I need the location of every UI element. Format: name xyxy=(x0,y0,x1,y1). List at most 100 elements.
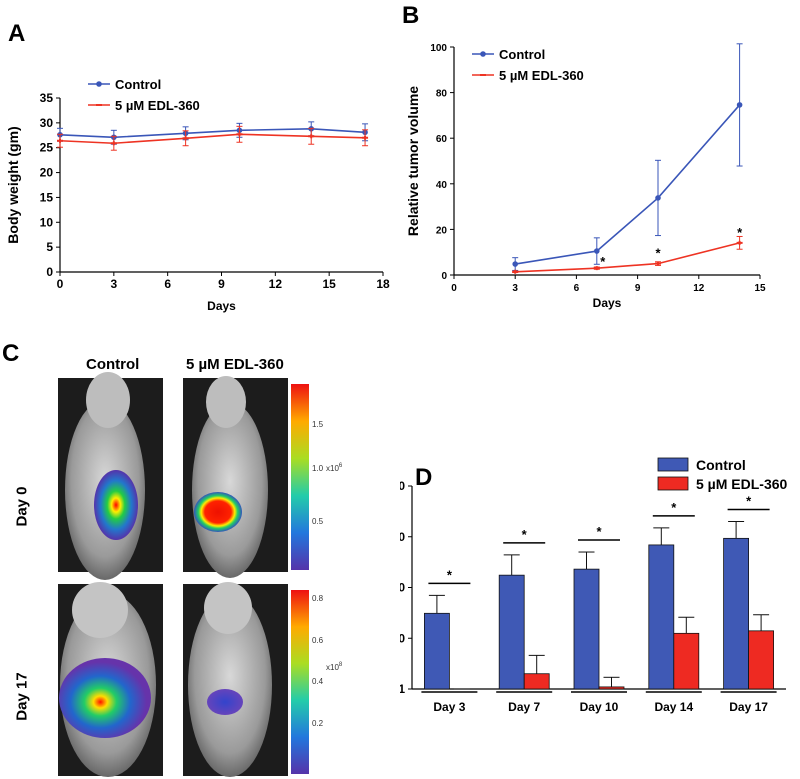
x-tick-label: Day 7 xyxy=(508,700,540,714)
cbar17-tick: 0.4 xyxy=(312,677,324,686)
y-tick-label: 1 xyxy=(400,682,405,696)
x-tick-label: 9 xyxy=(635,283,641,294)
significance-mark: * xyxy=(447,567,453,582)
x-tick-label: 6 xyxy=(164,277,171,291)
bar xyxy=(573,568,600,690)
x-tick-label: Day 17 xyxy=(729,700,768,714)
bar xyxy=(423,612,450,690)
significance-mark: * xyxy=(655,246,661,261)
signal-control-day17 xyxy=(59,658,151,738)
panel-label-b: B xyxy=(402,2,420,29)
series-line xyxy=(515,242,740,273)
x-axis-label: Days xyxy=(207,299,236,313)
y-tick-label: 10 xyxy=(400,631,405,645)
significance-mark: * xyxy=(596,524,602,539)
legend-swatch xyxy=(657,476,689,491)
bar xyxy=(723,537,750,690)
significance-mark: * xyxy=(522,527,528,542)
x-tick-label: 0 xyxy=(451,283,457,294)
y-tick-label: 100 xyxy=(430,43,447,54)
y-tick-label: 80 xyxy=(436,89,448,100)
bar xyxy=(598,686,625,690)
legend-swatch xyxy=(657,457,689,472)
cbar0-tick: 0.5 xyxy=(312,517,324,526)
y-tick-label: 25 xyxy=(40,141,54,155)
data-point xyxy=(593,266,600,271)
legend-label: 5 µM EDL-360 xyxy=(499,68,584,83)
cbar0-tick: 1.0 xyxy=(312,464,324,473)
cbar0-tick: 1.5 xyxy=(312,420,324,429)
y-tick-label: 100 xyxy=(400,581,405,595)
data-point xyxy=(655,261,661,266)
y-tick-label: 0 xyxy=(441,271,447,282)
y-tick-label: 5 xyxy=(46,240,53,254)
data-point xyxy=(308,134,315,139)
y-tick-label: 20 xyxy=(40,166,54,180)
y-tick-label: 0 xyxy=(46,265,53,279)
x-tick-label: Day 3 xyxy=(433,700,465,714)
data-point xyxy=(655,195,661,201)
panel-label-d: D xyxy=(415,464,433,491)
legend-label: Control xyxy=(115,77,161,92)
cbar0-multiplier: x106 xyxy=(326,463,343,473)
bar xyxy=(523,673,550,690)
data-point xyxy=(736,102,743,108)
significance-mark: * xyxy=(671,500,677,515)
chart-d-bioluminescence: 110100100010000Relative bioluminescence*… xyxy=(400,457,788,714)
legend-label: 5 µM EDL-360 xyxy=(115,98,200,113)
y-tick-label: 60 xyxy=(436,134,448,145)
y-axis-label: Body weight (gm) xyxy=(5,126,21,243)
bar xyxy=(673,632,700,690)
x-tick-label: Day 14 xyxy=(654,700,693,714)
significance-mark: * xyxy=(746,493,752,508)
y-axis-label: Relative tumor volume xyxy=(405,86,421,236)
y-tick-label: 30 xyxy=(40,116,54,130)
imaging-column-label-edl: 5 µM EDL-360 xyxy=(186,356,284,373)
bar xyxy=(498,574,525,690)
series-line xyxy=(515,104,741,265)
data-point xyxy=(57,138,63,143)
legend-label: Control xyxy=(499,47,545,62)
x-tick-label: 9 xyxy=(218,277,225,291)
x-tick-label: Day 10 xyxy=(580,700,619,714)
x-tick-label: 12 xyxy=(269,277,283,291)
bioluminescence-imaging-panel: Control 5 µM EDL-360 Day 0 Day 17 xyxy=(0,340,380,779)
mouse-images: 1.5 1.0 0.5 x106 0.8 0.6 0.4 0.2 x108 xyxy=(58,372,343,777)
x-tick-label: 0 xyxy=(57,277,64,291)
x-tick-label: 15 xyxy=(754,283,766,294)
chart-b-tumor-volume: 0 3 6 9 12 15 0 20 40 60 80 100 Days Relative tumor v… xyxy=(405,43,766,310)
series-line xyxy=(59,133,366,145)
x-tick-label: 3 xyxy=(512,283,518,294)
cbar17-multiplier: x108 xyxy=(326,662,343,672)
legend-marker xyxy=(96,81,102,87)
x-tick-label: 15 xyxy=(322,277,336,291)
cbar17-tick: 0.2 xyxy=(312,719,324,728)
legend-label: Control xyxy=(696,457,746,473)
y-tick-label: 10 xyxy=(40,215,54,229)
cbar17-tick: 0.8 xyxy=(312,594,324,603)
y-tick-label: 35 xyxy=(40,91,54,105)
data-point xyxy=(512,269,519,274)
colorbar-day0 xyxy=(291,384,309,570)
cbar17-tick: 0.6 xyxy=(312,636,324,645)
x-tick-label: 3 xyxy=(110,277,117,291)
legend-label: 5 µM EDL-360 xyxy=(696,476,788,492)
bar xyxy=(748,630,775,690)
x-tick-label: 12 xyxy=(693,283,705,294)
signal-edl-day0 xyxy=(194,492,242,532)
data-point xyxy=(362,135,369,140)
data-point xyxy=(512,261,518,267)
data-point xyxy=(182,136,189,141)
signal-control-day0 xyxy=(94,470,138,540)
bar xyxy=(648,544,675,690)
series-line xyxy=(59,128,366,139)
y-tick-label: 40 xyxy=(436,180,448,191)
data-point xyxy=(110,141,117,146)
data-point xyxy=(594,248,600,254)
x-tick-label: 18 xyxy=(376,277,390,291)
imaging-column-label-control: Control xyxy=(86,356,140,373)
data-point xyxy=(736,240,743,245)
panel-label-c: C xyxy=(2,340,20,367)
